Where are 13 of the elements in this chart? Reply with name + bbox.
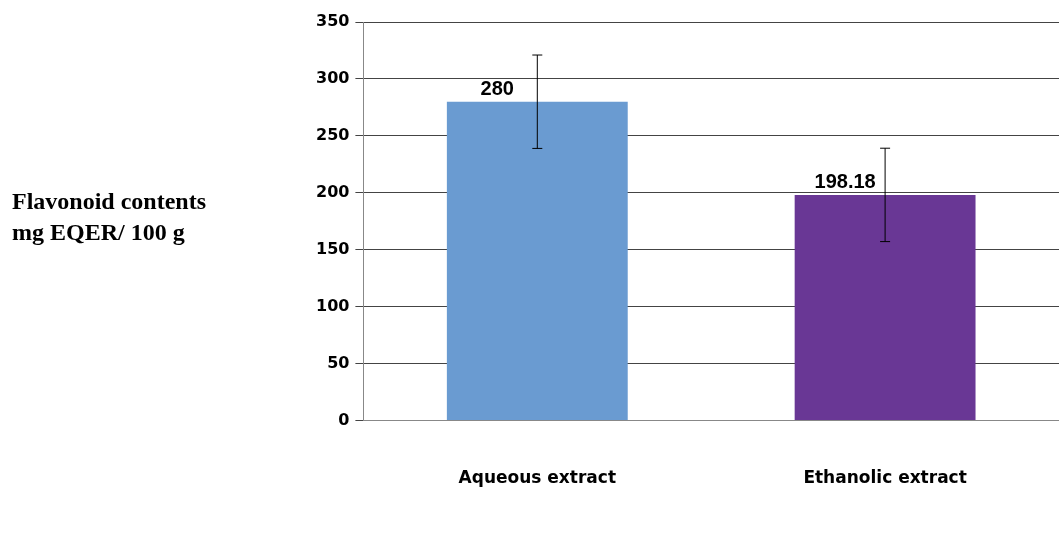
y-tick-label: 100 <box>315 295 350 315</box>
x-tick-label: Ethanolic extract <box>803 467 967 488</box>
y-tick-label: 250 <box>315 125 350 145</box>
y-tick-label: 150 <box>315 238 350 258</box>
y-tick-label: 0 <box>338 409 350 429</box>
y-tick-label: 200 <box>315 181 350 201</box>
y-tick-label: 50 <box>327 352 350 372</box>
y-tick-label: 350 <box>315 11 350 31</box>
y-tick-label: 300 <box>315 68 350 88</box>
y-axis-title: Flavonoid contents mg EQER/ 100 g <box>12 187 207 247</box>
x-tick-label: Aqueous extract <box>458 467 617 488</box>
data-label: 280 <box>480 77 514 100</box>
data-label: 198.18 <box>814 170 876 193</box>
